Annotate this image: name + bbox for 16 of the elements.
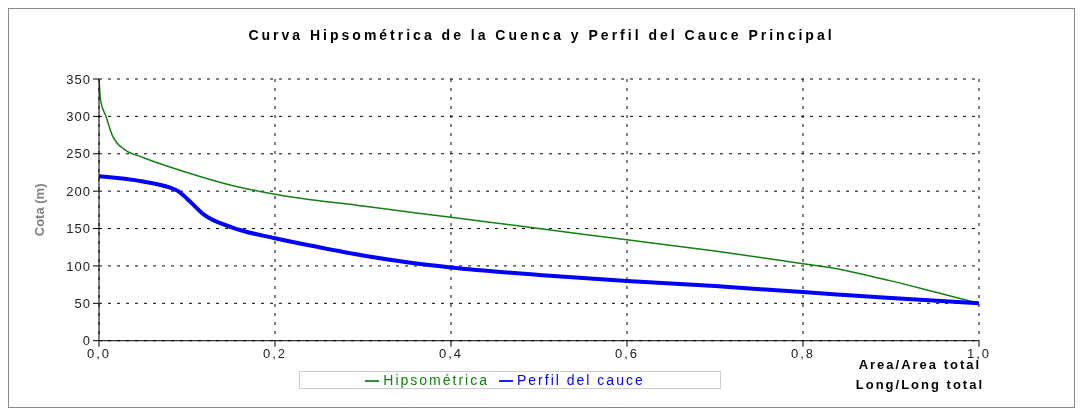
chart-title: Curva Hipsométrica de la Cuenca y Perfil del Cauce Principal [247,27,836,43]
y-tick-label: 150 [66,221,91,237]
y-tick-label: 250 [66,146,91,162]
y-tick-label: 50 [74,295,91,311]
legend-label: Hipsométrica [383,371,489,388]
y-tick-label: 350 [66,71,91,87]
x-tick-label: 0,4 [438,345,464,361]
x-tick-label: 0,8 [790,345,816,361]
legend-label: Perfil del cauce [516,371,645,388]
y-tick-label: 300 [66,109,91,124]
y-tick-label: 100 [66,258,91,274]
line-series [99,174,979,306]
x-tick-label: 0,6 [614,345,640,361]
y-axis-title: Cota (m) [31,183,47,237]
x-tick-label: 0,2 [262,345,288,361]
y-tick-label: 200 [66,183,91,199]
